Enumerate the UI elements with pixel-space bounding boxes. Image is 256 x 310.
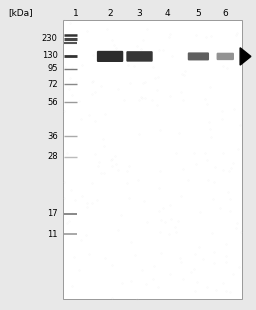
FancyBboxPatch shape <box>188 52 209 60</box>
Text: 95: 95 <box>47 64 58 73</box>
Text: 28: 28 <box>47 152 58 161</box>
Bar <box>63 20 242 299</box>
Text: [kDa]: [kDa] <box>8 8 33 18</box>
Text: 3: 3 <box>137 8 142 18</box>
Text: 6: 6 <box>222 8 228 18</box>
Text: 230: 230 <box>42 34 58 43</box>
Text: 11: 11 <box>47 229 58 239</box>
Text: 130: 130 <box>42 51 58 60</box>
Text: 5: 5 <box>196 8 201 18</box>
Text: 36: 36 <box>47 132 58 141</box>
Polygon shape <box>240 48 251 65</box>
Text: 1: 1 <box>73 8 78 18</box>
Text: 17: 17 <box>47 209 58 219</box>
FancyBboxPatch shape <box>217 53 234 60</box>
Text: 56: 56 <box>47 98 58 107</box>
Text: 72: 72 <box>47 80 58 89</box>
Text: 2: 2 <box>107 8 113 18</box>
Text: 4: 4 <box>165 8 170 18</box>
FancyBboxPatch shape <box>97 51 123 62</box>
FancyBboxPatch shape <box>126 51 153 62</box>
